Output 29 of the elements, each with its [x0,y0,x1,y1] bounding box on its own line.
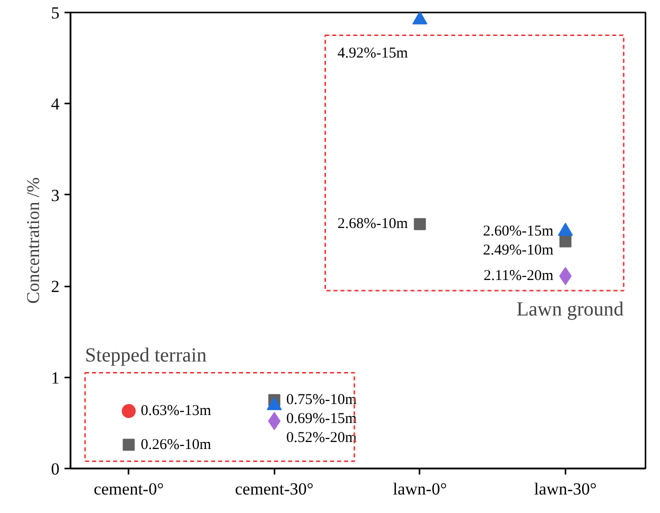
annotation: Lawn ground [516,298,624,321]
point [414,218,426,230]
annotation: 0.63%-13m [140,403,212,420]
annotation: 0.26%-10m [140,436,212,453]
annotation: 2.49%-10m [483,242,554,258]
annotation: 0.52%-20m [286,430,358,446]
y-tick-label: 1 [51,368,60,388]
x-tick-label: cement-30° [235,480,314,498]
y-tick-label: 3 [51,186,60,205]
x-tick-label: lawn-30° [534,480,597,498]
x-tick-label: lawn-0° [392,480,447,498]
point [412,12,428,24]
annotation: Stepped terrain [85,344,207,367]
y-tick-label: 0 [51,460,60,478]
y-axis-title: Concentration /% [23,177,43,304]
y-tick-label: 4 [51,94,60,114]
point [559,267,572,286]
y-tick-label: 2 [51,277,60,296]
x-tick-label: cement-0° [94,480,164,498]
point [122,438,135,451]
annotation: 2.68%-10m [337,216,408,232]
y-tick-label: 5 [51,4,60,22]
annotation: 0.69%-15m [286,411,358,428]
annotation: 2.60%-15m [483,223,554,240]
annotation: 4.92%-15m [337,46,408,62]
annotation: 0.75%-10m [286,392,358,408]
point [122,404,136,418]
annotation: 2.11%-20m [484,268,554,284]
point [559,235,572,248]
